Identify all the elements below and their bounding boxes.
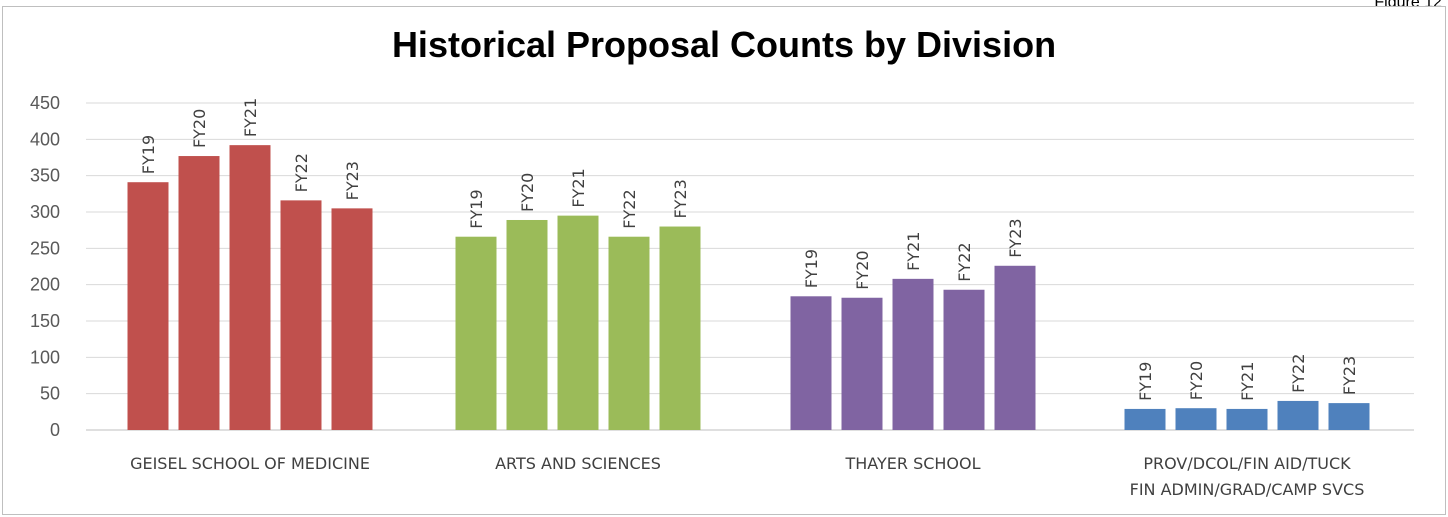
y-tick-label: 300 — [30, 202, 60, 222]
figure-label: Figure 12 — [1374, 0, 1442, 12]
y-tick-label: 250 — [30, 238, 60, 258]
y-axis-ticks: 0 50 100 150 200 250 300 350 400 450 — [30, 93, 60, 440]
data-label: FY20 — [518, 173, 537, 212]
y-tick-label: 350 — [30, 166, 60, 186]
category-label: ARTS AND SCIENCES — [495, 454, 661, 473]
data-label: FY21 — [904, 232, 923, 271]
data-label: FY22 — [955, 242, 974, 281]
bar — [1277, 400, 1319, 430]
bar — [1328, 403, 1370, 430]
bar — [943, 289, 985, 430]
bar — [455, 236, 497, 430]
bar — [127, 182, 169, 430]
data-label: FY22 — [620, 189, 639, 228]
y-tick-label: 450 — [30, 93, 60, 113]
data-label: FY23 — [1340, 356, 1359, 395]
y-tick-label: 150 — [30, 311, 60, 331]
bar — [994, 265, 1036, 430]
data-labels: FY19 FY20 FY21 FY22 FY23 FY19 FY20 FY21 FY22 FY23… — [139, 98, 1359, 401]
bar — [608, 236, 650, 430]
category-label: FIN ADMIN/GRAD/CAMP SVCS — [1130, 480, 1365, 499]
bar — [280, 200, 322, 430]
y-tick-label: 0 — [50, 420, 60, 440]
y-tick-label: 100 — [30, 347, 60, 367]
category-labels: GEISEL SCHOOL OF MEDICINE ARTS AND SCIENC… — [130, 454, 1364, 499]
y-tick-label: 400 — [30, 129, 60, 149]
category-label: GEISEL SCHOOL OF MEDICINE — [130, 454, 370, 473]
data-label: FY21 — [569, 168, 588, 207]
bar — [790, 296, 832, 430]
data-label: FY23 — [343, 161, 362, 200]
bar — [331, 208, 373, 430]
bar — [229, 145, 271, 430]
category-label: PROV/DCOL/FIN AID/TUCK — [1143, 454, 1351, 473]
bar — [659, 226, 701, 430]
data-label: FY23 — [671, 179, 690, 218]
data-label: FY19 — [139, 135, 158, 174]
y-tick-label: 50 — [40, 384, 60, 404]
bar — [506, 219, 548, 430]
category-label: THAYER SCHOOL — [844, 454, 980, 473]
data-label: FY19 — [467, 189, 486, 228]
bar — [1226, 408, 1268, 430]
bars — [127, 145, 1370, 430]
data-label: FY22 — [1289, 354, 1308, 393]
bar — [892, 278, 934, 430]
data-label: FY20 — [853, 250, 872, 289]
data-label: FY22 — [292, 153, 311, 192]
bar — [1124, 408, 1166, 430]
data-label: FY21 — [1238, 362, 1257, 401]
data-label: FY23 — [1006, 218, 1025, 257]
data-label: FY21 — [241, 98, 260, 137]
chart-title: Historical Proposal Counts by Division — [391, 24, 1057, 65]
bar — [1175, 408, 1217, 430]
data-label: FY19 — [1136, 362, 1155, 401]
data-label: FY20 — [190, 109, 209, 148]
bar — [841, 297, 883, 430]
data-label: FY19 — [802, 249, 821, 288]
bar — [557, 215, 599, 430]
bar — [178, 156, 220, 430]
data-label: FY20 — [1187, 361, 1206, 400]
y-tick-label: 200 — [30, 275, 60, 295]
